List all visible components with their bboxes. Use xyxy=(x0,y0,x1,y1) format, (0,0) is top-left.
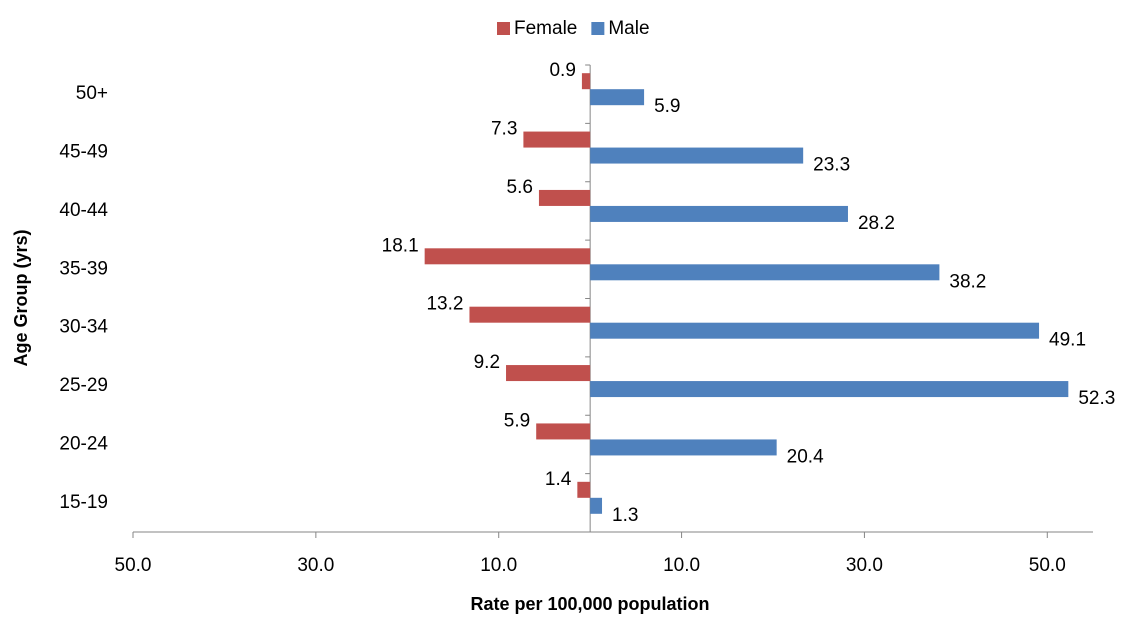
value-label: 38.2 xyxy=(949,271,986,292)
y-axis-title: Age Group (yrs) xyxy=(11,229,31,366)
value-label: 7.3 xyxy=(491,119,517,140)
bar xyxy=(523,131,591,148)
legend-label: Male xyxy=(608,18,649,39)
value-label: 20.4 xyxy=(787,446,824,467)
y-tick-label: 45-49 xyxy=(59,142,108,163)
y-tick-label: 15-19 xyxy=(59,492,108,513)
value-label: 5.6 xyxy=(507,177,533,198)
legend-swatch xyxy=(497,22,510,35)
bar xyxy=(590,439,777,456)
x-tick-label: 30.0 xyxy=(297,555,334,576)
bar xyxy=(590,205,848,222)
value-label: 9.2 xyxy=(474,352,500,373)
legend-label: Female xyxy=(514,18,577,39)
x-tick-label: 30.0 xyxy=(846,555,883,576)
x-tick-label: 10.0 xyxy=(480,555,517,576)
x-tick-label: 10.0 xyxy=(663,555,700,576)
y-tick-label: 25-29 xyxy=(59,375,108,396)
y-tick-label: 30-34 xyxy=(59,317,108,338)
y-tick-label: 20-24 xyxy=(59,433,108,454)
value-label: 52.3 xyxy=(1078,388,1115,409)
bar xyxy=(424,248,591,265)
value-label: 18.1 xyxy=(382,235,419,256)
x-tick-label: 50.0 xyxy=(1029,555,1066,576)
value-label: 28.2 xyxy=(858,213,895,234)
value-label: 13.2 xyxy=(426,294,463,315)
bar xyxy=(590,497,603,514)
legend-swatch xyxy=(591,22,605,35)
bar xyxy=(506,365,591,382)
bar xyxy=(577,481,591,498)
bar xyxy=(590,322,1040,339)
bar xyxy=(536,423,591,440)
bar xyxy=(590,89,645,106)
value-label: 0.9 xyxy=(549,60,575,81)
value-label: 5.9 xyxy=(654,96,680,117)
y-tick-label: 35-39 xyxy=(59,258,108,279)
x-tick-label: 50.0 xyxy=(115,555,152,576)
bar xyxy=(538,189,591,206)
bar xyxy=(590,381,1069,398)
value-label: 49.1 xyxy=(1049,330,1086,351)
bar xyxy=(590,147,804,164)
x-axis-title: Rate per 100,000 population xyxy=(470,594,709,614)
y-tick-label: 40-44 xyxy=(59,200,108,221)
value-label: 23.3 xyxy=(813,155,850,176)
value-label: 1.4 xyxy=(545,469,572,490)
y-tick-label: 50+ xyxy=(76,83,108,104)
bar xyxy=(469,306,591,323)
bar xyxy=(581,73,591,90)
value-label: 5.9 xyxy=(504,410,530,431)
value-label: 1.3 xyxy=(612,505,638,526)
bar xyxy=(590,264,940,281)
